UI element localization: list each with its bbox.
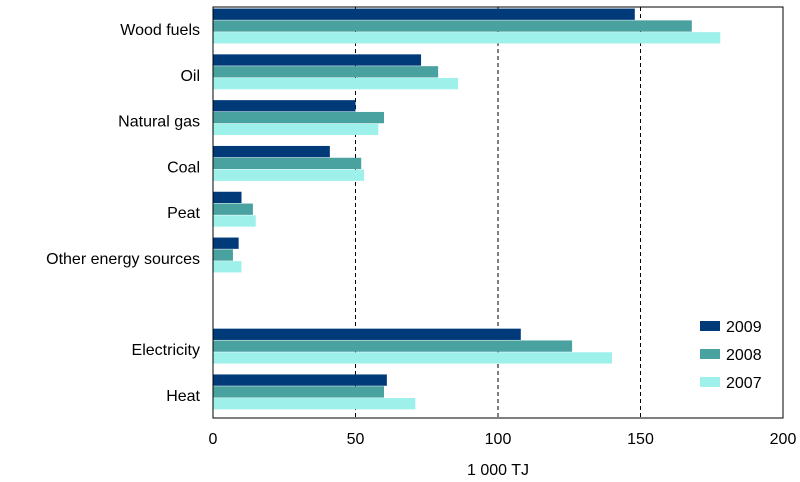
category-label: Wood fuels	[120, 22, 200, 39]
bar-natural-gas-2008	[213, 111, 384, 124]
bars	[213, 8, 721, 410]
bar-electricity-2008	[213, 340, 573, 352]
category-label: Natural gas	[118, 114, 200, 131]
bar-coal-2009	[213, 145, 330, 158]
category-label: Other energy sources	[46, 251, 200, 268]
x-tick-label: 150	[627, 431, 654, 448]
legend-swatch-2008	[700, 349, 720, 359]
bar-other-energy-sources-2009	[213, 237, 239, 249]
bar-peat-2007	[213, 215, 256, 227]
bar-other-energy-sources-2008	[213, 249, 233, 261]
bar-heat-2007	[213, 398, 416, 410]
bar-oil-2009	[213, 54, 422, 66]
category-labels: Wood fuels Oil Natural gas Coal Peat Other en…	[46, 22, 200, 405]
bar-wood-fuels-2008	[213, 20, 692, 32]
bar-coal-2008	[213, 157, 362, 170]
bar-natural-gas-2009	[213, 100, 356, 112]
bar-peat-2009	[213, 191, 242, 204]
x-tick-label: 200	[770, 431, 797, 448]
bar-natural-gas-2007	[213, 123, 379, 136]
x-tick-label: 100	[485, 431, 512, 448]
x-axis-ticks: 0 50 100 150 200	[209, 431, 797, 448]
bar-wood-fuels-2009	[213, 8, 635, 20]
category-label: Heat	[166, 388, 200, 405]
plot-area-frame	[212, 6, 784, 419]
bar-heat-2009	[213, 374, 387, 386]
category-label: Electricity	[132, 342, 200, 359]
x-tick-label: 0	[209, 431, 218, 448]
legend: 2009 2008 2007	[700, 319, 762, 392]
legend-label-2009: 2009	[726, 319, 762, 336]
bar-peat-2008	[213, 203, 253, 215]
bar-heat-2008	[213, 386, 384, 398]
legend-swatch-2009	[700, 321, 720, 331]
category-label: Oil	[180, 68, 200, 85]
bar-wood-fuels-2007	[213, 32, 721, 44]
bar-electricity-2007	[213, 352, 612, 364]
bar-other-energy-sources-2007	[213, 261, 242, 273]
category-label: Coal	[167, 159, 200, 176]
legend-swatch-2007	[700, 377, 720, 387]
x-axis-title: 1 000 TJ	[467, 462, 529, 479]
bar-oil-2008	[213, 66, 439, 78]
legend-label-2007: 2007	[726, 375, 762, 392]
x-tick-label: 50	[347, 431, 365, 448]
gridlines	[355, 7, 641, 418]
category-label: Peat	[167, 205, 200, 222]
bar-electricity-2009	[213, 328, 521, 340]
legend-label-2008: 2008	[726, 347, 762, 364]
bar-coal-2007	[213, 169, 365, 181]
bar-oil-2007	[213, 77, 459, 90]
